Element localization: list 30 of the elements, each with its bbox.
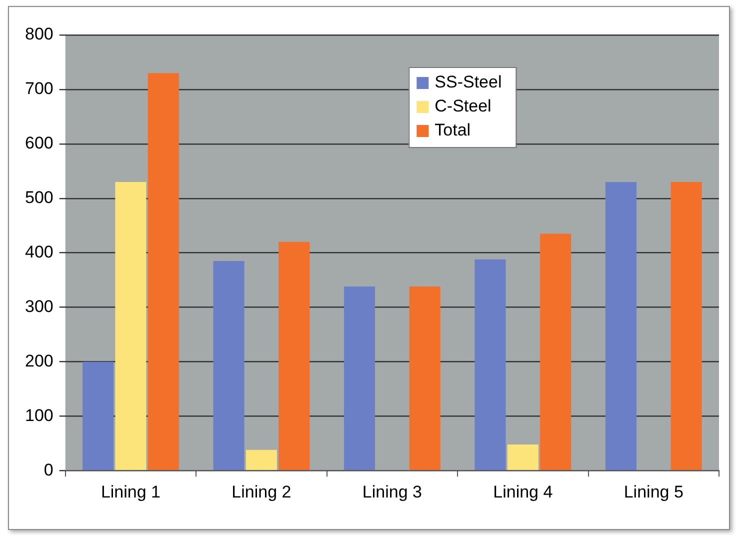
bar xyxy=(540,234,572,470)
bar xyxy=(605,182,636,470)
x-tick-label: Lining 2 xyxy=(232,482,292,502)
bar xyxy=(507,444,538,470)
bar xyxy=(82,362,114,470)
y-tick-label: 400 xyxy=(24,242,54,262)
legend-label: C-Steel xyxy=(434,96,492,116)
y-tick-label: 800 xyxy=(24,24,54,44)
bar xyxy=(115,182,146,470)
bar xyxy=(213,260,244,470)
x-tick-label: Lining 1 xyxy=(100,482,161,502)
x-tick-label: Lining 5 xyxy=(624,482,684,502)
y-tick-label: 300 xyxy=(24,296,54,316)
y-tick-label: 700 xyxy=(24,79,54,98)
x-tick-label: Lining 4 xyxy=(493,482,553,502)
y-tick-label: 500 xyxy=(24,188,54,208)
legend-label: SS-Steel xyxy=(434,72,502,92)
y-tick-label: 0 xyxy=(44,460,54,480)
bar xyxy=(344,286,376,470)
bar xyxy=(409,286,440,470)
y-tick-label: 200 xyxy=(24,351,54,370)
bar xyxy=(148,73,179,470)
x-tick-label: Lining 3 xyxy=(362,482,422,502)
legend-label: Total xyxy=(434,120,471,140)
y-tick-label: 100 xyxy=(24,406,54,425)
y-tick-label: 600 xyxy=(24,134,54,153)
bar xyxy=(474,259,506,470)
bar xyxy=(278,242,310,470)
bar xyxy=(246,450,277,470)
bar xyxy=(670,182,702,470)
